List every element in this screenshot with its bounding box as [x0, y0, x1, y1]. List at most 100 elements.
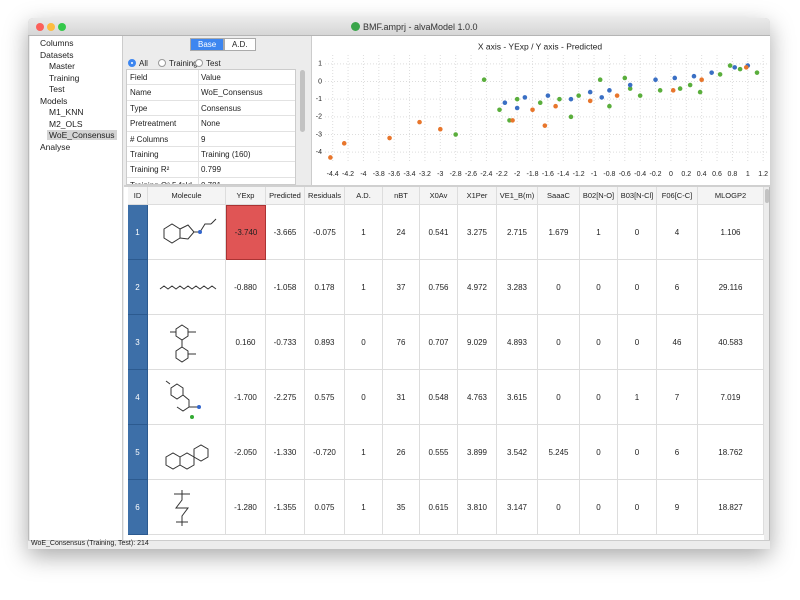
app-icon	[351, 22, 360, 31]
x-tick-label: -3.8	[373, 171, 385, 178]
x-tick-label: -4.4	[327, 171, 339, 178]
molecule-cell	[148, 370, 226, 425]
zoom-button[interactable]	[58, 23, 66, 31]
x-tick-label: -2.8	[450, 171, 462, 178]
value: Training (160)	[201, 150, 251, 159]
molecule-cell	[148, 260, 226, 315]
point	[657, 88, 663, 93]
cell: -1.330	[266, 425, 305, 480]
radio[interactable]	[158, 59, 166, 67]
tree-item[interactable]: Analyse	[40, 141, 71, 152]
point	[568, 96, 574, 102]
point	[553, 103, 558, 109]
chart-panel	[311, 36, 770, 185]
row-id: 4	[128, 370, 148, 425]
point	[653, 77, 658, 83]
cell: 0.756	[420, 260, 458, 315]
x-tick-label: 0.8	[728, 171, 738, 178]
cell: 0.575	[305, 370, 345, 425]
tree-item[interactable]: Training	[49, 72, 80, 83]
cell: 0	[580, 315, 618, 370]
radio-label[interactable]: Test	[206, 59, 221, 68]
tree-item[interactable]: M1_KNN	[49, 107, 84, 117]
x-tick-label: -2	[514, 171, 520, 178]
cell: 0	[538, 260, 580, 315]
tree-item[interactable]: Columns	[40, 38, 74, 48]
cell: 1	[345, 480, 383, 535]
point	[522, 95, 528, 100]
cell: 3.275	[458, 205, 497, 260]
tree-item[interactable]: M2_OLS	[49, 118, 83, 129]
value: 0.799	[201, 165, 222, 175]
cell: 18.827	[698, 480, 764, 535]
cell: 0.548	[420, 370, 458, 425]
cell: 0.555	[420, 425, 458, 480]
radio-label[interactable]: All	[139, 59, 148, 68]
cell: 76	[383, 315, 420, 370]
minimize-button[interactable]	[47, 23, 55, 31]
x-tick-label: -4	[360, 171, 366, 178]
properties-scrollbar[interactable]	[300, 70, 305, 132]
cell: 0.178	[305, 260, 345, 315]
cell: 0	[538, 480, 580, 535]
cell: 1	[345, 260, 383, 315]
point	[743, 65, 749, 70]
cell: 3.147	[497, 480, 538, 535]
cell: 9	[657, 480, 698, 535]
tree-item[interactable]: Datasets	[40, 49, 74, 60]
table-row	[127, 162, 295, 178]
x-tick-label: -0.6	[619, 171, 631, 178]
cell: 0	[538, 370, 580, 425]
point	[568, 114, 574, 120]
point	[341, 141, 347, 146]
row-id: 5	[128, 425, 148, 480]
molecule	[165, 380, 201, 419]
cell: -1.355	[266, 480, 305, 535]
point	[717, 72, 723, 77]
cell: 0	[538, 315, 580, 370]
close-button[interactable]	[36, 23, 44, 31]
cell: 0.893	[305, 315, 345, 370]
point	[622, 75, 628, 81]
field: Training R²	[130, 165, 170, 175]
y-tick-label: -1	[316, 96, 322, 103]
molecule-cell	[148, 425, 226, 480]
point	[699, 77, 704, 83]
cell: 1	[345, 425, 383, 480]
cell: 0.075	[305, 480, 345, 535]
tree-item[interactable]: Models	[40, 95, 68, 106]
molecule	[165, 444, 208, 470]
table-row	[127, 101, 295, 117]
value: WoE_Consensus	[201, 88, 263, 98]
data-table: ID Molecule YExp Predicted Residuals A.D. nBT X…	[124, 187, 764, 540]
cell: 4.893	[497, 315, 538, 370]
tab[interactable]: A.D.	[224, 38, 256, 51]
x-tick-label: -0.8	[603, 171, 615, 178]
value: Value	[201, 73, 221, 82]
table-scrollbar[interactable]	[765, 189, 769, 203]
point	[614, 93, 620, 98]
cell: 46	[657, 315, 698, 370]
tree-item[interactable]: Test	[49, 84, 65, 94]
radio-label[interactable]: Training	[169, 59, 198, 68]
tab[interactable]: Base	[190, 38, 225, 51]
cell: 29.116	[698, 260, 764, 315]
cell: -3.665	[266, 205, 305, 260]
cell: 1	[580, 205, 618, 260]
row-id: 6	[128, 480, 148, 535]
point	[709, 70, 714, 75]
cell: 0	[618, 480, 657, 535]
x-tick-label: 0.2	[681, 171, 691, 178]
radio[interactable]	[128, 59, 136, 67]
radio[interactable]	[195, 59, 203, 67]
x-tick-label: -1	[591, 171, 597, 178]
splitter[interactable]	[124, 185, 770, 187]
tree-item[interactable]: Master	[49, 61, 75, 71]
point	[599, 95, 605, 100]
column-divider	[198, 70, 199, 184]
x-tick-label: -0.4	[634, 171, 646, 178]
point	[481, 77, 487, 83]
tree-item[interactable]: WoE_Consensus	[47, 130, 117, 140]
cell: 0	[618, 315, 657, 370]
row-id: 2	[128, 260, 148, 315]
